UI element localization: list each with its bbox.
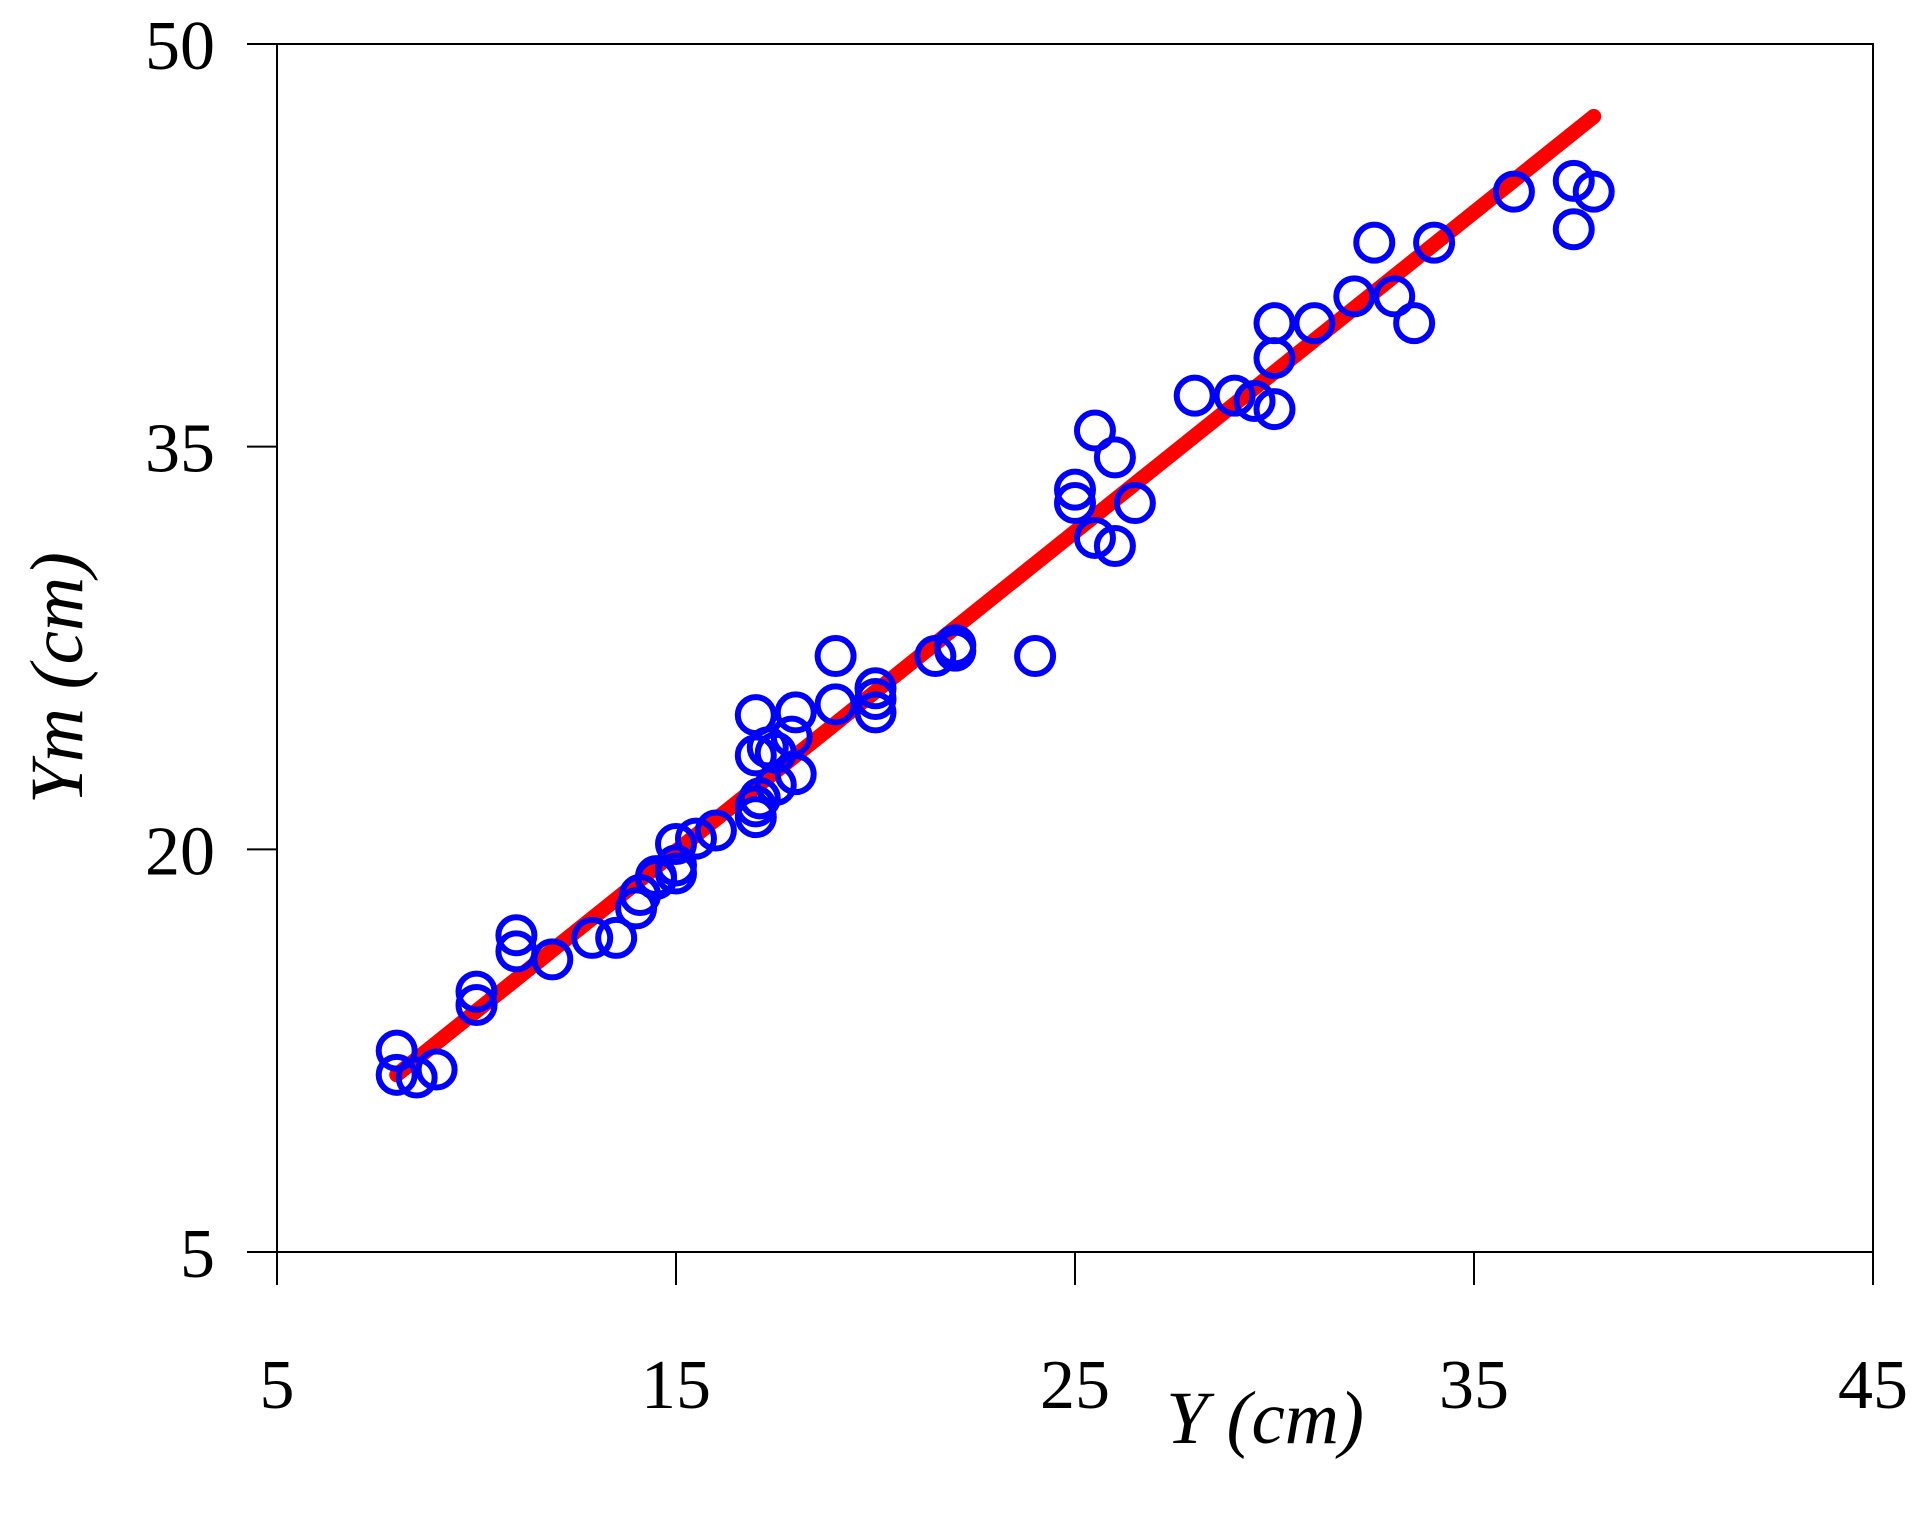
data-point <box>375 1029 418 1072</box>
data-point <box>1393 302 1436 345</box>
data-point <box>1373 275 1416 318</box>
y-axis-title: Ym (cm) <box>16 552 99 804</box>
x-tick-label: 35 <box>1439 1347 1509 1424</box>
data-point <box>854 667 897 710</box>
y-tick-label: 50 <box>145 8 215 85</box>
data-point <box>1552 208 1595 251</box>
data-point <box>375 1053 418 1096</box>
data-point <box>674 817 717 860</box>
data-point <box>531 938 574 981</box>
data-point <box>1333 275 1376 318</box>
data-point <box>814 683 857 726</box>
data-point <box>455 970 498 1013</box>
data-point <box>495 914 538 957</box>
data-point <box>774 691 817 734</box>
data-point <box>1253 388 1296 431</box>
x-tick-label: 45 <box>1838 1347 1908 1424</box>
x-axis-title: Y (cm) <box>1166 1377 1364 1460</box>
data-point <box>1253 302 1296 345</box>
data-point <box>934 624 977 667</box>
data-point <box>655 844 697 887</box>
y-tick-label: 20 <box>145 813 215 890</box>
data-point <box>1572 170 1615 213</box>
data-point <box>1093 436 1136 479</box>
data-point <box>734 694 777 737</box>
x-tick-label: 25 <box>1040 1347 1110 1424</box>
data-point <box>635 855 678 898</box>
data-point <box>415 1048 458 1091</box>
data-point <box>1413 221 1456 264</box>
data-point <box>1492 170 1535 213</box>
data-point <box>1054 482 1096 525</box>
data-point <box>395 1056 438 1099</box>
data-point <box>655 822 697 865</box>
data-point <box>1293 302 1336 345</box>
data-point <box>1093 524 1136 567</box>
data-point <box>694 809 737 852</box>
data-point <box>1552 159 1595 202</box>
data-point <box>1113 482 1156 525</box>
data-point <box>1073 516 1116 559</box>
data-point <box>1054 468 1096 511</box>
y-tick-label: 5 <box>180 1216 215 1293</box>
data-point <box>1173 374 1216 417</box>
data-point <box>754 763 797 806</box>
data-point <box>914 635 957 678</box>
data-point <box>1353 221 1396 264</box>
data-point <box>854 691 897 734</box>
plot-frame <box>276 43 1874 1253</box>
data-point <box>595 916 638 959</box>
data-point <box>571 916 614 959</box>
data-point <box>455 984 498 1027</box>
data-point <box>814 635 857 678</box>
x-tick-label: 15 <box>641 1347 711 1424</box>
data-point <box>1213 374 1256 417</box>
data-point <box>1014 635 1057 678</box>
data-point <box>1233 380 1276 423</box>
x-tick-label: 5 <box>260 1347 295 1424</box>
data-point <box>770 715 813 758</box>
y-tick-label: 35 <box>145 411 215 488</box>
data-point <box>1073 409 1116 452</box>
